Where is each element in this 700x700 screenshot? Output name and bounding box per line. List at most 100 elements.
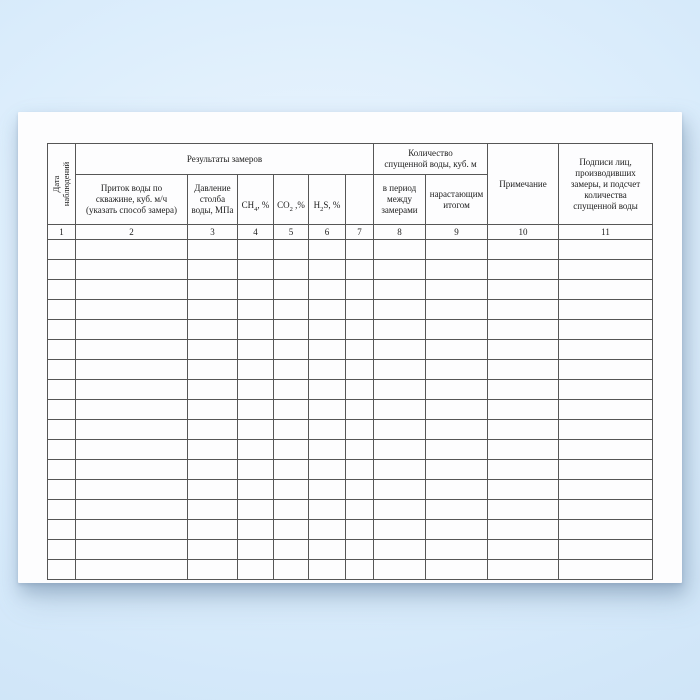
empty-cell	[47, 479, 76, 500]
empty-cell	[424, 399, 489, 420]
empty-cell	[47, 439, 76, 460]
empty-cell	[237, 499, 274, 520]
table-row	[47, 539, 654, 560]
empty-cell	[487, 399, 560, 420]
empty-cell	[187, 319, 238, 340]
water-log-table: Дата наблюдений Результаты замеров Колич…	[47, 142, 654, 580]
header-row-1: Дата наблюдений Результаты замеров Колич…	[47, 142, 654, 225]
empty-cell	[237, 239, 274, 260]
empty-cell	[237, 399, 274, 420]
header-cell-inflow: Приток воды по скважине, куб. м/ч (указа…	[75, 174, 188, 225]
empty-cell	[47, 359, 76, 380]
table-row	[47, 439, 654, 460]
empty-cell	[47, 319, 76, 340]
ch4-pre: CH	[241, 199, 255, 210]
empty-cell	[273, 379, 309, 400]
empty-cell	[237, 279, 274, 300]
empty-cell	[75, 459, 188, 480]
header-cell-period: в период между замерами	[373, 174, 426, 225]
empty-cell	[273, 259, 309, 280]
table-row	[47, 259, 654, 280]
empty-cell	[373, 339, 426, 360]
empty-cell	[373, 419, 426, 440]
empty-cell	[273, 439, 309, 460]
empty-cell	[345, 259, 374, 280]
table-row	[47, 479, 654, 500]
ch4-formula: CH4, %	[241, 199, 270, 213]
co2-subscript: 2	[289, 205, 293, 213]
header-row-2: Приток воды по скважине, куб. м/ч (указа…	[48, 174, 653, 225]
empty-cell	[75, 379, 188, 400]
empty-cell	[345, 459, 374, 480]
empty-cell	[345, 559, 374, 580]
empty-cell	[487, 279, 560, 300]
empty-cell	[345, 239, 374, 260]
column-number: 7	[345, 224, 374, 240]
empty-cell	[487, 559, 560, 580]
empty-cell	[558, 239, 654, 260]
h2s-formula: H2S, %	[313, 199, 341, 213]
empty-cell	[237, 559, 274, 580]
empty-cell	[424, 559, 489, 580]
header-cell-empty	[345, 174, 374, 225]
empty-cell	[187, 459, 238, 480]
empty-cell	[308, 259, 346, 280]
empty-cell	[373, 279, 426, 300]
empty-cell	[308, 519, 346, 540]
empty-cell	[308, 539, 346, 560]
empty-cell	[424, 519, 489, 540]
empty-cell	[345, 399, 374, 420]
empty-cell	[47, 239, 76, 260]
empty-cell	[273, 339, 309, 360]
empty-cell	[75, 399, 188, 420]
empty-cell	[345, 279, 374, 300]
empty-cell	[47, 559, 76, 580]
empty-cell	[308, 439, 346, 460]
empty-cell	[75, 499, 188, 520]
empty-cell	[187, 239, 238, 260]
ch4-post: , %	[257, 199, 270, 210]
empty-cell	[47, 339, 76, 360]
empty-cell	[558, 479, 654, 500]
empty-cell	[187, 359, 238, 380]
header-group-results: Результаты замеров	[75, 142, 374, 176]
empty-cell	[308, 379, 346, 400]
empty-cell	[237, 479, 274, 500]
empty-cell	[187, 559, 238, 580]
empty-cell	[558, 279, 654, 300]
column-number: 11	[558, 224, 654, 240]
empty-cell	[424, 479, 489, 500]
empty-cell	[345, 379, 374, 400]
table-body	[47, 239, 654, 580]
empty-cell	[424, 419, 489, 440]
empty-cell	[308, 319, 346, 340]
empty-cell	[487, 419, 560, 440]
ch4-subscript: 4	[254, 205, 258, 213]
empty-cell	[345, 479, 374, 500]
empty-cell	[47, 379, 76, 400]
column-number: 10	[487, 224, 560, 240]
empty-cell	[308, 299, 346, 320]
empty-cell	[273, 479, 309, 500]
empty-cell	[345, 419, 374, 440]
empty-cell	[558, 259, 654, 280]
empty-cell	[558, 379, 654, 400]
header-cell-co2: CO2 ,%	[273, 174, 309, 225]
empty-cell	[487, 239, 560, 260]
empty-cell	[187, 339, 238, 360]
date-label-line1: Дата	[51, 175, 62, 193]
empty-cell	[308, 399, 346, 420]
empty-cell	[75, 479, 188, 500]
h2s-pre: H	[313, 199, 321, 210]
empty-cell	[47, 519, 76, 540]
empty-cell	[47, 299, 76, 320]
empty-cell	[308, 479, 346, 500]
column-number: 2	[75, 224, 188, 240]
paper-sheet: Дата наблюдений Результаты замеров Колич…	[18, 112, 682, 583]
header-cell-pressure: Давление столба воды, МПа	[187, 174, 238, 225]
header-cell-note: Примечание	[487, 143, 560, 225]
column-number: 5	[273, 224, 309, 240]
table-row	[47, 239, 654, 260]
empty-cell	[487, 499, 560, 520]
